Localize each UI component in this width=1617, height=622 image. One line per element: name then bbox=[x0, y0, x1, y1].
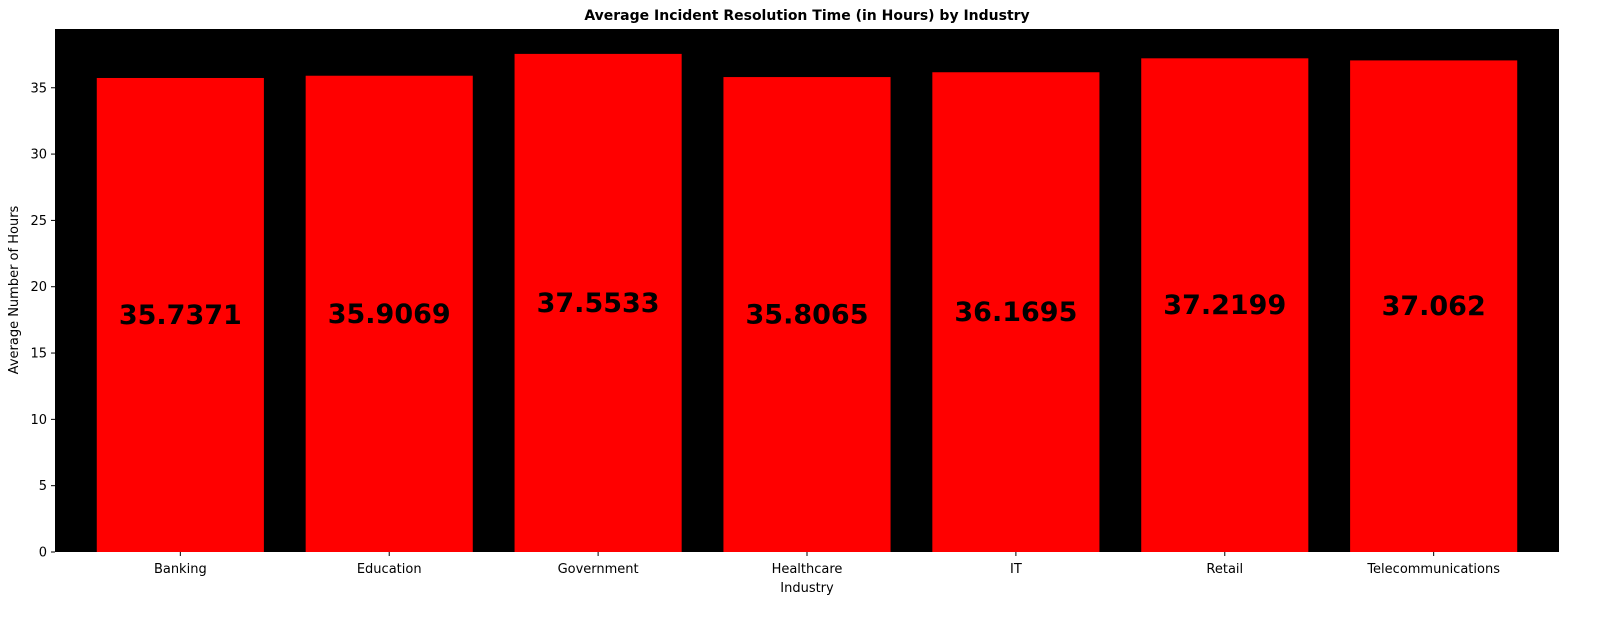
bar-value-label: 35.7371 bbox=[119, 300, 242, 331]
bar-value-label: 35.9069 bbox=[328, 299, 451, 330]
y-tick-label: 0 bbox=[39, 546, 47, 561]
x-tick-label: Education bbox=[357, 562, 422, 577]
y-tick-label: 30 bbox=[30, 148, 47, 163]
y-tick-label: 5 bbox=[39, 479, 47, 494]
bar-education bbox=[305, 75, 473, 552]
bar-retail bbox=[1141, 58, 1309, 553]
x-tick-label: Healthcare bbox=[772, 562, 843, 577]
x-tick-label: Banking bbox=[154, 562, 207, 577]
bar-it bbox=[932, 72, 1100, 552]
y-tick-label: 15 bbox=[30, 347, 47, 362]
bars bbox=[96, 53, 1518, 553]
y-tick-label: 35 bbox=[30, 81, 47, 96]
bar-government bbox=[514, 53, 682, 552]
y-tick-label: 25 bbox=[30, 214, 47, 229]
bar-value-label: 36.1695 bbox=[954, 297, 1077, 328]
x-axis: Banking Education Government Healthcare IT Re… bbox=[154, 552, 1500, 577]
chart-title: Average Incident Resolution Time (in Hou… bbox=[584, 8, 1029, 24]
bar-value-label: 37.062 bbox=[1382, 291, 1486, 322]
x-tick-label: Telecommunications bbox=[1366, 562, 1500, 577]
bar-value-labels: 35.7371 35.9069 37.5533 35.8065 36.1695 37.21… bbox=[119, 288, 1486, 331]
y-axis: 0 5 10 15 20 25 30 35 bbox=[30, 81, 55, 561]
y-tick-label: 20 bbox=[30, 280, 47, 295]
bar-healthcare bbox=[723, 77, 891, 553]
bar-value-label: 37.5533 bbox=[537, 288, 660, 319]
x-tick-label: Government bbox=[558, 562, 639, 577]
y-tick-label: 10 bbox=[30, 413, 47, 428]
bar-value-label: 37.2199 bbox=[1163, 290, 1286, 321]
bar-value-label: 35.8065 bbox=[746, 300, 869, 331]
y-axis-label: Average Number of Hours bbox=[7, 205, 22, 374]
bar-banking bbox=[96, 77, 264, 553]
x-axis-label: Industry bbox=[780, 581, 834, 596]
x-tick-label: Retail bbox=[1206, 562, 1243, 577]
x-tick-label: IT bbox=[1010, 562, 1022, 577]
bar-telecommunications bbox=[1350, 60, 1518, 552]
